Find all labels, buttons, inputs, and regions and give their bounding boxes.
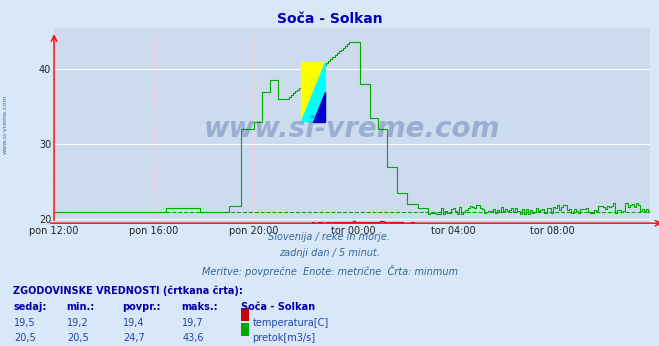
Polygon shape <box>302 63 326 121</box>
Text: www.si-vreme.com: www.si-vreme.com <box>3 95 8 154</box>
Text: Slovenija / reke in morje.: Slovenija / reke in morje. <box>268 232 391 242</box>
Text: Soča - Solkan: Soča - Solkan <box>241 302 314 312</box>
Text: sedaj:: sedaj: <box>13 302 47 312</box>
Polygon shape <box>314 92 326 121</box>
Text: zadnji dan / 5 minut.: zadnji dan / 5 minut. <box>279 248 380 258</box>
Text: 20,5: 20,5 <box>67 333 89 343</box>
Text: Soča - Solkan: Soča - Solkan <box>277 12 382 26</box>
Text: 19,4: 19,4 <box>123 318 144 328</box>
Polygon shape <box>302 63 326 121</box>
Text: Meritve: povprečne  Enote: metrične  Črta: minmum: Meritve: povprečne Enote: metrične Črta:… <box>202 265 457 277</box>
Text: 43,6: 43,6 <box>183 333 204 343</box>
Text: 19,5: 19,5 <box>14 318 36 328</box>
Text: 24,7: 24,7 <box>123 333 145 343</box>
Text: min.:: min.: <box>66 302 94 312</box>
Text: 19,2: 19,2 <box>67 318 88 328</box>
Text: povpr.:: povpr.: <box>122 302 160 312</box>
Text: maks.:: maks.: <box>181 302 218 312</box>
Text: pretok[m3/s]: pretok[m3/s] <box>252 333 316 343</box>
Text: ZGODOVINSKE VREDNOSTI (črtkana črta):: ZGODOVINSKE VREDNOSTI (črtkana črta): <box>13 285 243 296</box>
Text: www.si-vreme.com: www.si-vreme.com <box>204 115 500 143</box>
Text: temperatura[C]: temperatura[C] <box>252 318 329 328</box>
Text: 20,5: 20,5 <box>14 333 36 343</box>
Text: 19,7: 19,7 <box>183 318 204 328</box>
